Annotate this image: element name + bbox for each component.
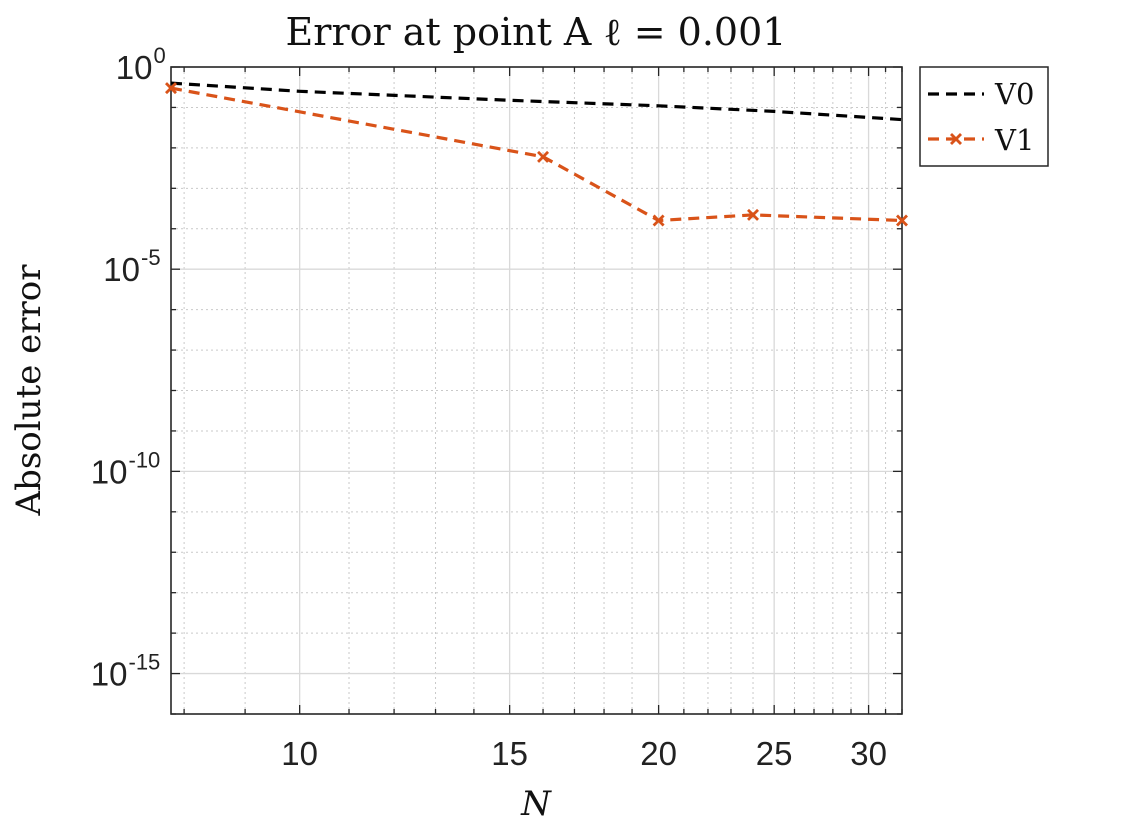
- series-layer: [165, 81, 908, 227]
- data-point-v1: [652, 214, 665, 227]
- y-tick-exponent: -5: [141, 245, 161, 270]
- chart-title: Error at point A ℓ = 0.001: [286, 10, 787, 54]
- axis-ticks: [171, 66, 903, 715]
- y-axis-label: Absolute error: [9, 264, 49, 517]
- data-point-v1: [747, 208, 760, 221]
- series-line-v0: [170, 81, 903, 122]
- legend: V0 V1: [919, 66, 1049, 167]
- marker-stroke: [652, 214, 665, 227]
- legend-box: [919, 66, 1049, 167]
- marker-stroke: [537, 150, 550, 163]
- marker-stroke: [165, 82, 177, 95]
- x-tick-labels: 10 15 20 25 30: [281, 735, 887, 772]
- x-tick-label: 25: [756, 735, 793, 772]
- x-tick-label: 20: [640, 735, 677, 772]
- y-tick-exponent: 0: [154, 43, 166, 68]
- y-tick-label: 10: [91, 656, 128, 693]
- data-point-v1: [165, 82, 177, 95]
- y-tick-exponent: -15: [129, 650, 161, 675]
- data-point-v1: [896, 214, 908, 227]
- legend-v0-label: V0: [994, 77, 1034, 111]
- x-tick-label: 30: [850, 735, 887, 772]
- legend-v1-marker: [950, 133, 962, 145]
- data-point-v1: [537, 150, 550, 163]
- grid: [171, 66, 903, 715]
- y-tick-label: 10: [103, 251, 140, 288]
- x-tick-label: 15: [491, 735, 528, 772]
- marker-stroke: [747, 208, 760, 221]
- x-axis-label: N: [520, 784, 552, 824]
- y-tick-label: 10: [91, 453, 128, 490]
- y-tick-exponent: -10: [129, 447, 161, 472]
- series-line-v1: [170, 86, 903, 223]
- marker-stroke: [896, 214, 908, 227]
- y-tick-label: 10: [116, 49, 153, 86]
- legend-v1-label: V1: [994, 123, 1034, 157]
- x-tick-label: 10: [281, 735, 318, 772]
